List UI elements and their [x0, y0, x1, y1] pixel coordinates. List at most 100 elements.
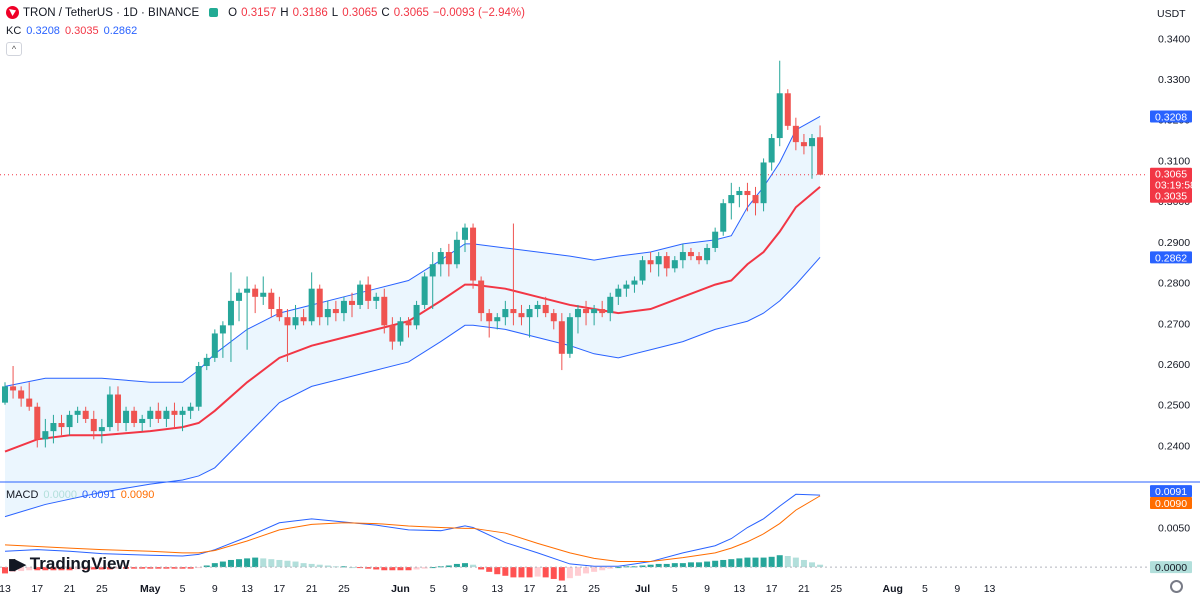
macd-histogram-value: 0.0000 [43, 489, 78, 501]
candle-body [809, 138, 815, 147]
candle-body [123, 410, 130, 424]
macd-histogram-bar [2, 567, 8, 574]
candle-body [34, 406, 41, 440]
histogram-value-badge: 0.0000 [1155, 562, 1187, 574]
candle-body [381, 296, 388, 326]
time-tick-label: Jun [391, 583, 410, 595]
macd-label: MACD [6, 489, 39, 501]
macd-histogram-bar [655, 563, 662, 568]
symbol-title[interactable]: TRON / TetherUS · 1D · BINANCE [23, 6, 200, 19]
low-label: L [331, 6, 339, 19]
candle-body [591, 309, 598, 314]
candle-body [566, 317, 573, 354]
candle-body [155, 410, 162, 419]
candle-body [316, 288, 323, 318]
macd-histogram-bar [453, 563, 460, 568]
macd-histogram-bar [486, 567, 493, 572]
currency-label[interactable]: USDT [1157, 8, 1186, 20]
candle-body [260, 292, 267, 297]
settings-gear-icon[interactable] [1170, 580, 1183, 593]
candle-body [90, 418, 97, 432]
macd-histogram-bar [179, 567, 186, 569]
macd-histogram-bar [58, 567, 65, 571]
high-value: 0.3186 [292, 6, 328, 19]
candle-body [74, 410, 81, 415]
candle-body [106, 394, 113, 428]
low-value: 0.3065 [342, 6, 378, 19]
macd-histogram-bar [744, 557, 751, 568]
candle-body [623, 284, 630, 289]
last-price-badge: 0.3065 [1155, 169, 1187, 181]
tradingview-logo[interactable]: ▮▶ TradingView [8, 554, 130, 574]
candle-body [792, 125, 799, 143]
macd-histogram-bar [252, 557, 259, 568]
candle-body [760, 162, 767, 204]
time-tick-label: 5 [180, 583, 186, 595]
macd-histogram-bar [284, 560, 291, 568]
time-tick-label: 21 [556, 583, 568, 595]
time-tick-label: Aug [882, 583, 902, 595]
candle-body [268, 292, 275, 310]
candle-body [518, 313, 525, 318]
candle-body [631, 280, 638, 285]
macd-histogram-bar [712, 560, 719, 568]
kc-lower-badge-bg [1150, 251, 1192, 264]
candle-body [550, 313, 557, 322]
time-tick-label: 17 [524, 583, 536, 595]
macd-histogram-bar [106, 567, 113, 570]
macd-histogram-bar [494, 567, 501, 575]
time-tick-label: 17 [766, 583, 778, 595]
candle-body [244, 288, 251, 293]
candle-body [211, 333, 218, 358]
candle-body [712, 231, 719, 248]
macd-histogram-bar [817, 564, 824, 568]
candle-body [187, 406, 194, 411]
close-label: C [381, 6, 390, 19]
kc-middle-badge: 0.3035 [1155, 191, 1187, 203]
time-tick-label: 9 [462, 583, 468, 595]
time-tick-label: 13 [491, 583, 503, 595]
macd-legend[interactable]: MACD 0.0000 0.0091 0.0090 [6, 489, 154, 501]
candle-body [58, 423, 65, 428]
macd-histogram-bar [687, 562, 694, 568]
candle-body [413, 304, 420, 326]
keltner-legend[interactable]: KC 0.3208 0.3035 0.2862 [6, 25, 137, 37]
collapse-legend-button[interactable]: ^ [6, 42, 22, 56]
candle-body [219, 325, 226, 334]
macd-histogram-bar [316, 564, 323, 568]
price-tick-label: 0.2400 [1158, 440, 1190, 452]
candle-body [704, 247, 711, 261]
time-tick-label: 9 [212, 583, 218, 595]
macd-histogram-bar [227, 559, 234, 568]
signal-value: 0.0090 [120, 489, 155, 501]
candle-body [502, 309, 509, 318]
time-tick-label: 25 [96, 583, 108, 595]
open-value: 0.3157 [241, 6, 277, 19]
price-tick-label: 0.2800 [1158, 278, 1190, 290]
price-tick-label: 0.3100 [1158, 155, 1190, 167]
macd-histogram-bar [591, 567, 598, 572]
candle-body [195, 366, 202, 407]
macd-histogram-bar [671, 563, 678, 568]
signal-value-badge-bg [1150, 496, 1192, 509]
countdown-badge: 03:19:58 [1155, 180, 1196, 192]
candle-body [429, 264, 436, 277]
candle-body [574, 309, 581, 318]
candle-body [114, 394, 121, 424]
candle-body [663, 256, 670, 269]
macd-histogram-bar [800, 559, 807, 568]
candle-body [227, 300, 234, 326]
tradingview-mark-icon: ▮▶ [8, 556, 26, 573]
candle-body [405, 321, 412, 326]
market-open-icon [209, 8, 219, 17]
macd-histogram-bar [66, 567, 73, 571]
macd-value-badge-bg [1150, 485, 1192, 498]
macd-histogram-bar [558, 567, 565, 581]
macd-histogram-bar [679, 563, 686, 568]
macd-histogram-bar [171, 567, 178, 569]
time-tick-label: 21 [306, 583, 318, 595]
candle-body [373, 296, 380, 301]
macd-histogram-bar [74, 567, 81, 570]
candle-body [365, 284, 372, 301]
